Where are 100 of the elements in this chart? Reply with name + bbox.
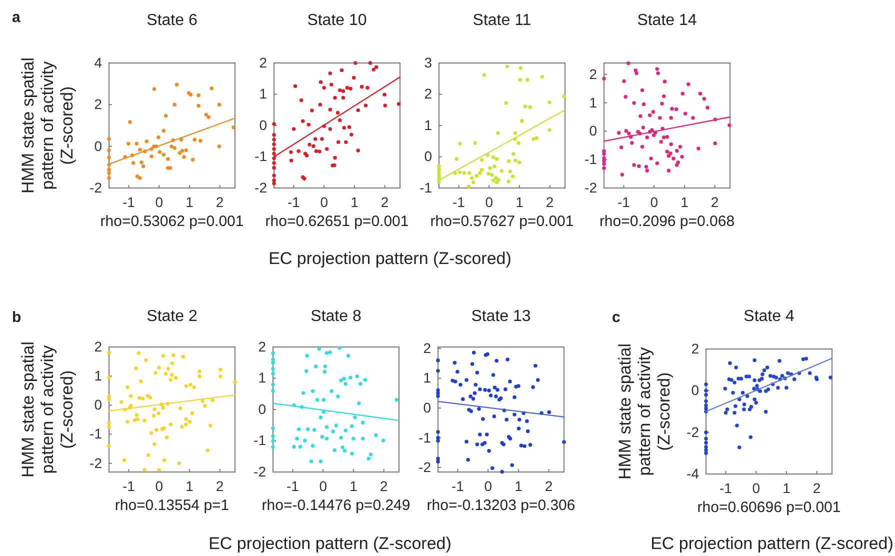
point xyxy=(488,166,492,170)
chart-title: State 14 xyxy=(637,12,697,29)
point xyxy=(107,156,111,160)
point xyxy=(135,174,140,178)
x-axis-title: rho=0.60696 p=0.001 xyxy=(697,499,841,516)
text: EC projection pattern (Z-scored) xyxy=(268,249,512,268)
y-tick-label: 2 xyxy=(423,340,432,356)
point xyxy=(480,168,484,172)
point xyxy=(470,176,474,180)
x-tick-label: -1 xyxy=(452,478,464,494)
x-tick-label: 0 xyxy=(319,478,328,494)
y-tick-label: 2 xyxy=(589,66,598,82)
x-axis-title: rho=0.13554 p=1 xyxy=(114,497,230,514)
y-tick-label: 0 xyxy=(258,400,266,417)
point xyxy=(150,154,154,158)
x-tick-label: 2 xyxy=(380,194,389,210)
y-tick-label: 0 xyxy=(259,116,268,133)
x-tick-label: 2 xyxy=(380,478,388,494)
point xyxy=(474,174,479,178)
point xyxy=(532,137,536,141)
point xyxy=(126,142,130,146)
point xyxy=(516,141,520,145)
point xyxy=(510,174,515,178)
x-tick-label: -1 xyxy=(286,478,300,494)
y-tick-label: 2 xyxy=(94,96,102,112)
point xyxy=(107,168,111,172)
point xyxy=(540,74,544,79)
text: c xyxy=(612,309,620,326)
point xyxy=(520,118,524,123)
x-tick-label: 2 xyxy=(546,194,554,210)
point xyxy=(473,141,477,145)
point xyxy=(496,131,500,135)
x-tick-label: -1 xyxy=(122,478,136,494)
point xyxy=(144,139,149,144)
point xyxy=(514,158,518,162)
point xyxy=(131,161,136,165)
point xyxy=(437,180,441,184)
point xyxy=(178,151,182,155)
x-tick-label: -1 xyxy=(618,194,630,210)
point xyxy=(204,112,208,117)
point xyxy=(492,164,496,168)
y-tick-label: -1 xyxy=(420,179,432,196)
y-tick-label: 0 xyxy=(691,382,700,398)
point xyxy=(196,104,200,108)
point xyxy=(458,142,462,146)
y-tick-label: -2 xyxy=(90,179,102,196)
point xyxy=(534,136,539,140)
point xyxy=(128,120,132,124)
y-tick-label: 1 xyxy=(259,86,268,102)
x-tick-label: 0 xyxy=(485,194,494,210)
point xyxy=(466,184,470,188)
x-tick-label: 1 xyxy=(350,478,358,494)
y-axis-title: HMM state spatial pattern of activity (Z-scored) xyxy=(18,341,76,478)
point xyxy=(162,152,166,157)
x-tick-label: 0 xyxy=(752,480,760,496)
y-axis-title: HMM state spatial pattern of activity (Z-scored) xyxy=(615,343,674,480)
point xyxy=(490,173,494,177)
point xyxy=(528,105,532,109)
point xyxy=(462,171,466,175)
y-tick-label: -4 xyxy=(686,465,700,482)
point xyxy=(217,144,222,148)
point xyxy=(170,144,174,148)
y-tick-label: 1 xyxy=(424,116,432,133)
text: b xyxy=(12,309,22,326)
point xyxy=(480,158,484,162)
point xyxy=(156,136,160,140)
chart-title: State 13 xyxy=(471,308,531,325)
y-tick-label: 0 xyxy=(94,138,102,154)
point xyxy=(494,176,498,180)
x-tick-label: 1 xyxy=(514,478,523,494)
y-tick-label: 2 xyxy=(94,338,102,354)
y-tick-label: 0 xyxy=(94,396,102,413)
point xyxy=(518,78,522,82)
x-tick-label: 0 xyxy=(484,478,492,494)
point xyxy=(138,148,142,152)
point xyxy=(164,114,168,118)
text: EC projection pattern (Z-scored) xyxy=(650,534,894,553)
x-axis-title: rho=-0.14476 p=0.249 xyxy=(262,497,410,514)
x-axis-title: rho=0.53062 p=0.001 xyxy=(100,213,244,230)
y-tick-label: 2 xyxy=(258,338,266,354)
point xyxy=(158,150,162,154)
point xyxy=(523,104,528,108)
x-tick-label: 2 xyxy=(544,478,553,494)
x-tick-label: 1 xyxy=(186,478,194,494)
point xyxy=(458,170,462,174)
x-tick-label: 2 xyxy=(710,194,719,210)
point xyxy=(166,157,170,161)
x-axis-title: rho=0.57627 p=0.001 xyxy=(430,213,574,230)
y-tick-label: 1 xyxy=(258,370,266,386)
point xyxy=(107,148,111,152)
point xyxy=(478,171,482,175)
point xyxy=(505,64,510,68)
point xyxy=(525,78,530,82)
point xyxy=(152,87,156,91)
y-tick-label: -2 xyxy=(254,463,266,480)
y-tick-label: 0 xyxy=(589,122,598,139)
chart-title: State 4 xyxy=(744,308,794,325)
point xyxy=(548,100,552,104)
x-tick-label: -1 xyxy=(122,194,136,210)
chart-title: State 6 xyxy=(146,12,198,29)
